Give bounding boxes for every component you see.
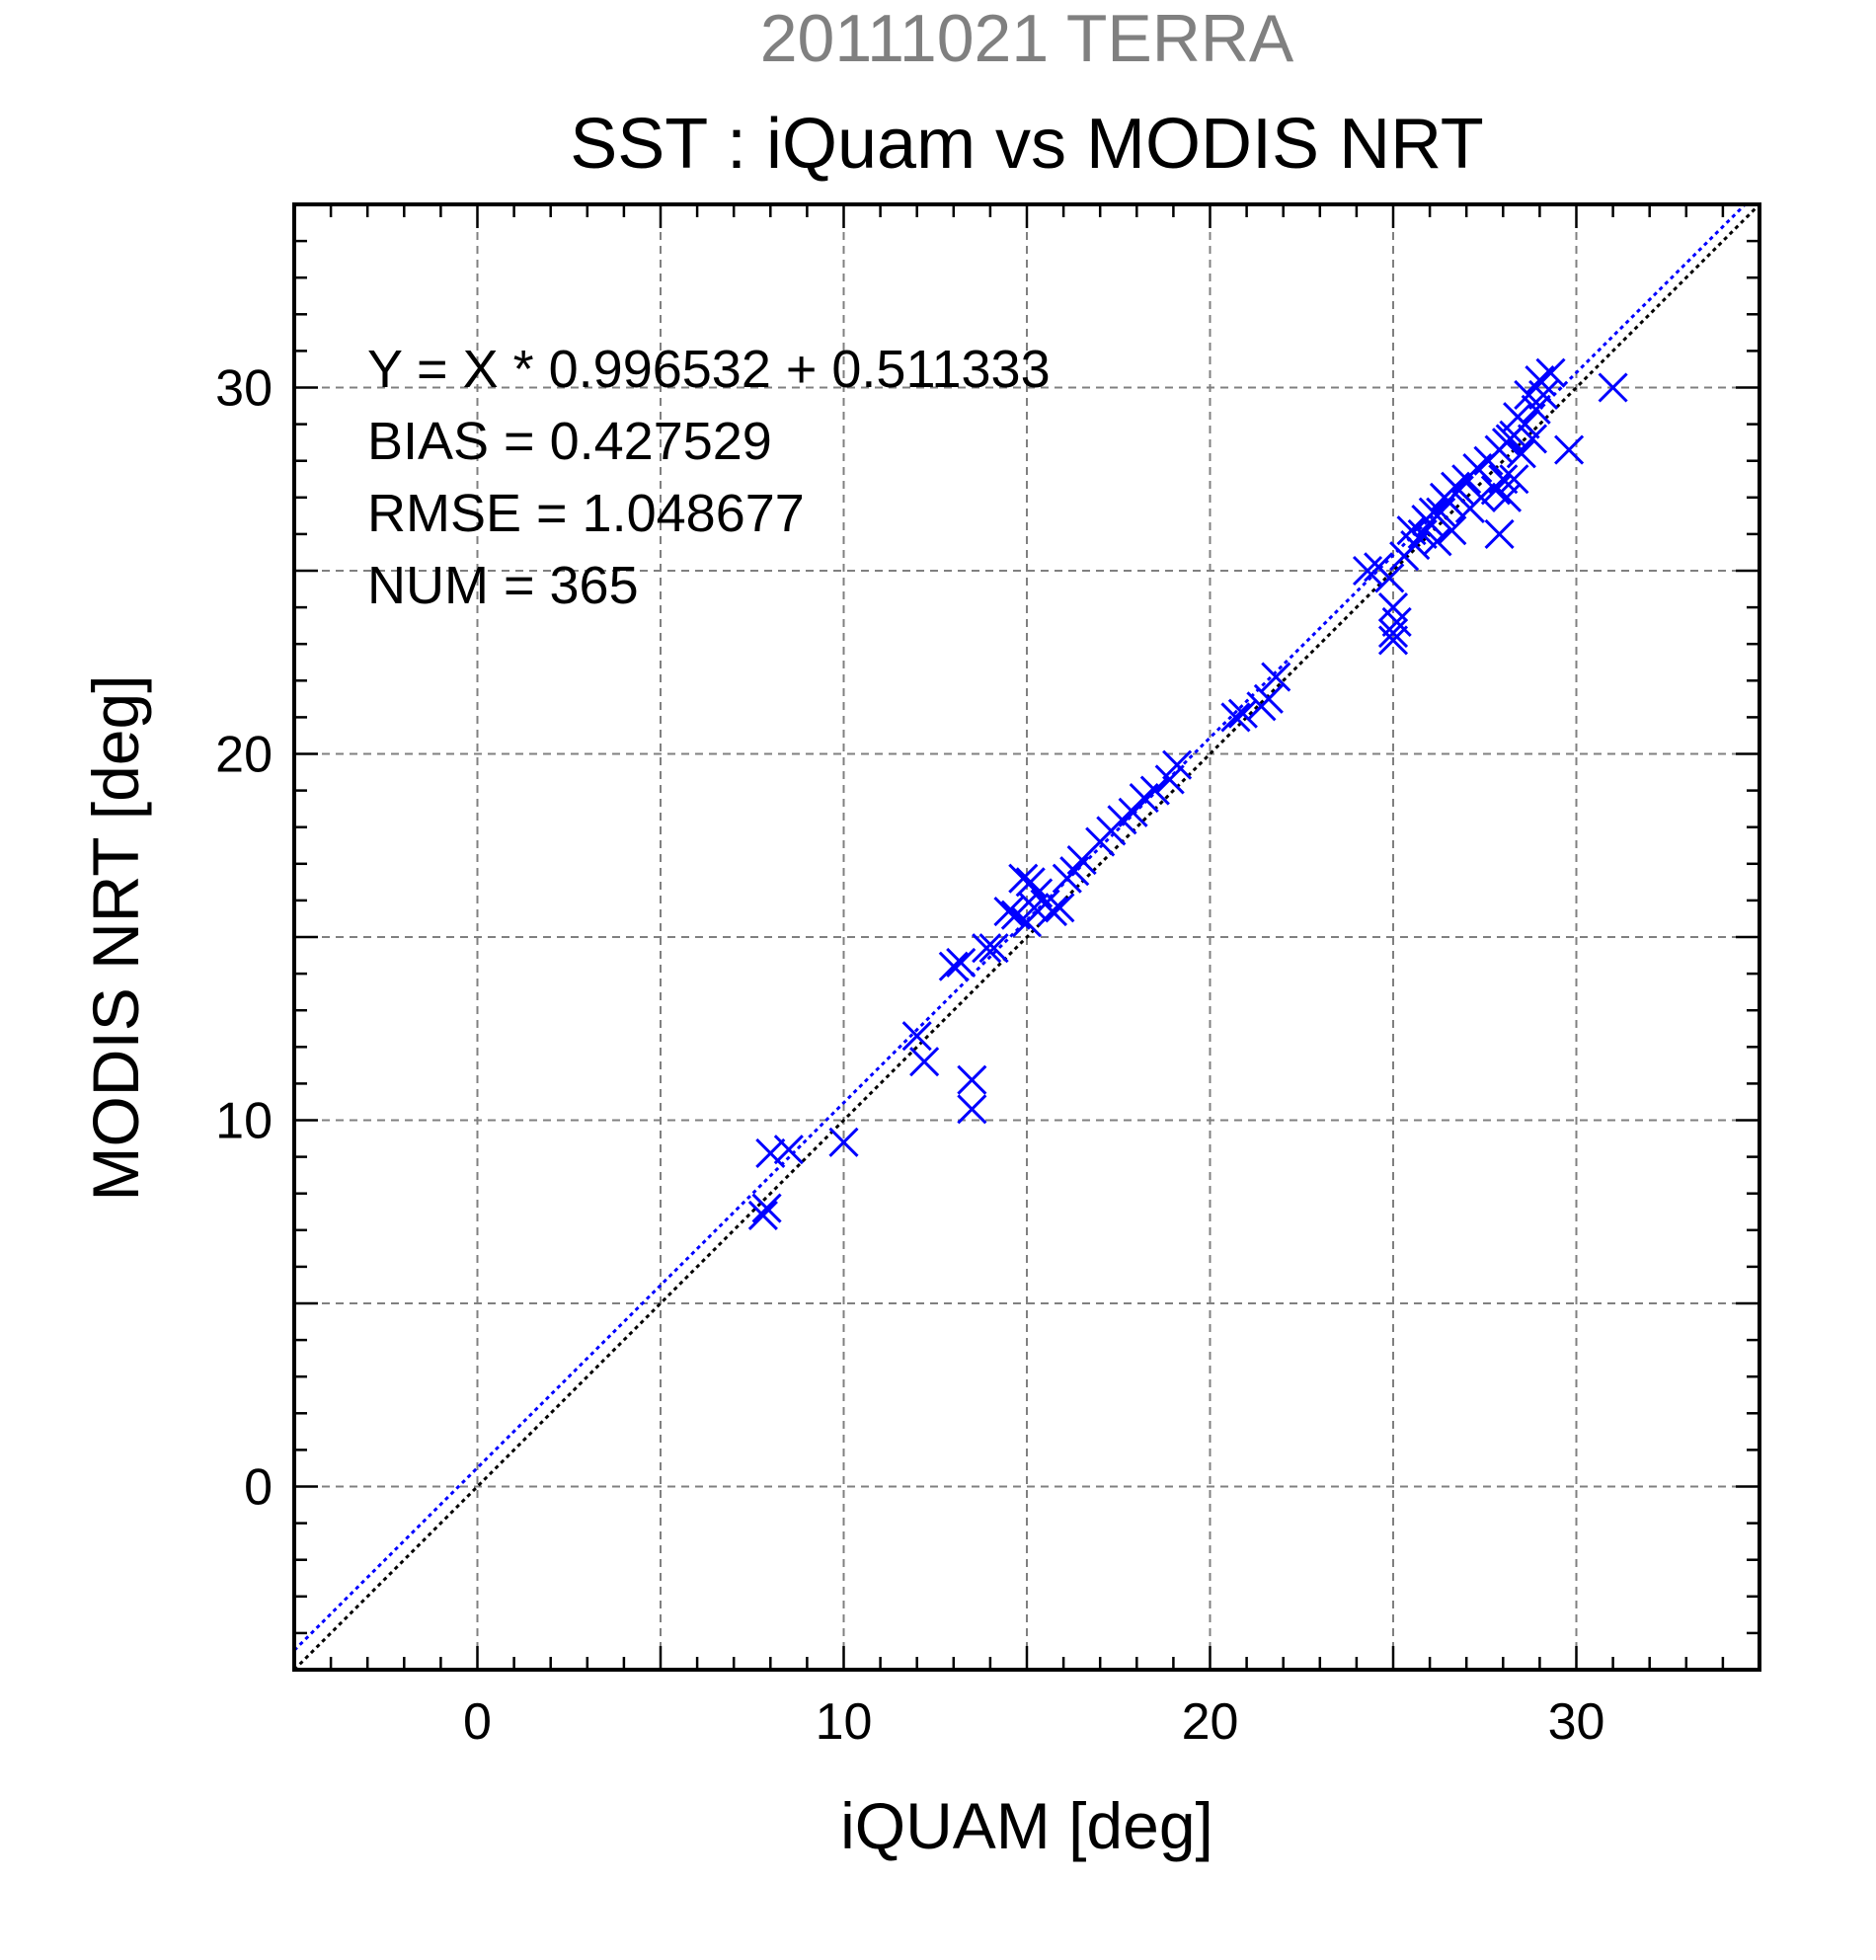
- data-point: [1598, 372, 1628, 403]
- y-tick-label: 0: [244, 1459, 273, 1517]
- data-point: [1465, 482, 1497, 512]
- identity-line: [294, 204, 1759, 1670]
- stats-line: Y = X * 0.996532 + 0.511333: [367, 340, 1051, 399]
- stats-line: RMSE = 1.048677: [367, 484, 805, 543]
- x-tick-label: 0: [463, 1693, 492, 1751]
- data-point: [909, 1047, 940, 1077]
- y-axis-label: MODIS NRT [deg]: [79, 674, 152, 1201]
- data-point: [938, 951, 969, 981]
- data-point: [1381, 606, 1412, 638]
- data-point: [1535, 357, 1566, 388]
- data-point: [1154, 764, 1185, 795]
- data-point: [1162, 749, 1193, 780]
- data-point: [1503, 402, 1533, 432]
- data-point: [773, 1135, 804, 1165]
- stats-line: BIAS = 0.427529: [367, 412, 772, 471]
- x-tick-label: 10: [816, 1693, 873, 1751]
- plot-frame: [292, 202, 1761, 1672]
- super-title: 20111021 TERRA: [760, 1, 1294, 76]
- data-point: [1261, 662, 1291, 692]
- data-point: [1396, 515, 1427, 546]
- chart-title: SST : iQuam vs MODIS NRT: [570, 105, 1484, 184]
- y-tick-label: 30: [215, 360, 273, 418]
- data-point: [1499, 464, 1529, 495]
- data-point: [751, 1193, 782, 1223]
- data-point: [957, 1064, 987, 1095]
- x-axis-label: iQUAM [deg]: [840, 1789, 1213, 1862]
- data-point: [972, 933, 1002, 964]
- y-tick-labels: 0 10 20 30: [215, 360, 273, 1517]
- data-point: [1488, 464, 1519, 495]
- data-point: [957, 1094, 987, 1125]
- data-point: [901, 1021, 932, 1052]
- stats-line: NUM = 365: [367, 556, 639, 615]
- data-point: [1437, 515, 1467, 546]
- data-point: [1253, 683, 1284, 714]
- data-point: [747, 1200, 778, 1231]
- stats-block: Y = X * 0.996532 + 0.511333 BIAS = 0.4275…: [367, 340, 1051, 615]
- y-tick-label: 20: [215, 727, 273, 784]
- data-point: [1377, 625, 1409, 656]
- x-tick-label: 30: [1548, 1693, 1605, 1751]
- data-point: [1491, 482, 1523, 512]
- data-point: [1139, 775, 1170, 806]
- data-point: [1554, 434, 1585, 465]
- data-point: [1495, 424, 1525, 454]
- data-point: [1227, 698, 1258, 729]
- data-point: [1037, 896, 1068, 927]
- data-point: [1045, 893, 1075, 923]
- y-tick-label: 10: [215, 1093, 273, 1150]
- data-point: [755, 1137, 786, 1168]
- data-point: [1220, 702, 1251, 733]
- data-point: [828, 1127, 859, 1157]
- data-point: [1484, 518, 1515, 549]
- x-tick-label: 20: [1182, 1693, 1239, 1751]
- data-point: [1422, 526, 1452, 557]
- data-points: [747, 357, 1628, 1231]
- regression-line: [294, 204, 1748, 1652]
- x-tick-labels: 0 10 20 30: [463, 1693, 1604, 1751]
- minor-ticks: [292, 202, 1761, 1672]
- data-point: [1517, 424, 1548, 454]
- data-point: [1377, 618, 1409, 649]
- data-point: [1352, 555, 1383, 587]
- data-point: [1506, 438, 1536, 469]
- data-point: [1521, 394, 1551, 425]
- data-point: [1374, 563, 1405, 593]
- data-point: [946, 947, 977, 979]
- data-point: [993, 896, 1024, 927]
- data-point: [978, 933, 1009, 964]
